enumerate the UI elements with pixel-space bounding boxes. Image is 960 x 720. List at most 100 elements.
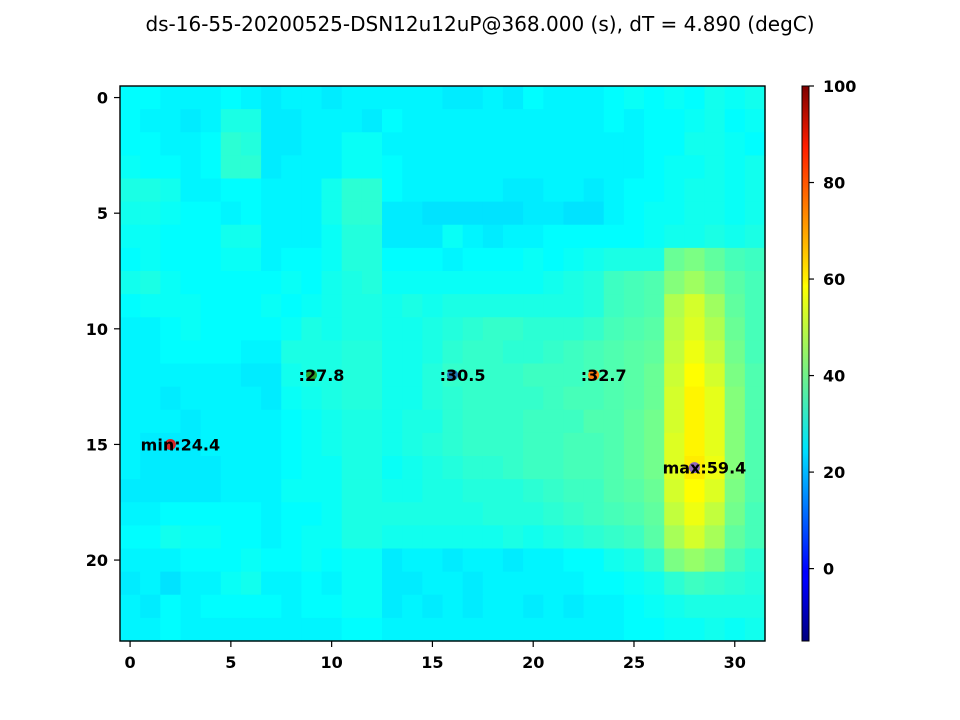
heatmap-cell xyxy=(704,294,726,318)
heatmap-cell xyxy=(543,271,565,295)
heatmap-cell xyxy=(442,479,464,503)
heatmap-cell xyxy=(442,271,464,295)
heatmap-cell xyxy=(684,178,706,203)
marker-label: :32.7 xyxy=(581,366,627,385)
heatmap-cell xyxy=(502,224,524,249)
heatmap-cell xyxy=(603,178,625,203)
heatmap-cell xyxy=(462,363,484,388)
heatmap-cell xyxy=(704,594,726,619)
heatmap-cell xyxy=(240,201,262,226)
heatmap-cell xyxy=(120,178,141,203)
heatmap-cell xyxy=(623,155,645,180)
heatmap-cell xyxy=(563,479,585,503)
heatmap-cell xyxy=(623,386,645,411)
heatmap-cell xyxy=(382,432,403,457)
heatmap-cell xyxy=(402,456,423,480)
heatmap-cell xyxy=(603,571,625,596)
heatmap-cell xyxy=(684,155,706,180)
heatmap-cell xyxy=(704,86,726,110)
heatmap-cell xyxy=(341,224,363,249)
colorbar xyxy=(801,85,810,642)
heatmap-cell xyxy=(664,132,685,156)
heatmap-cell xyxy=(180,155,202,180)
heatmap-cell xyxy=(180,132,202,156)
heatmap-cell xyxy=(583,271,605,295)
x-axis: 0 5 10 15 20 25 30 xyxy=(125,641,746,672)
heatmap-cell xyxy=(684,525,706,550)
heatmap-cell xyxy=(704,432,726,457)
y-tick-label: 0 xyxy=(97,89,108,108)
heatmap-cell xyxy=(361,386,383,411)
marker-point xyxy=(305,369,317,381)
colorbar-tick-label: 20 xyxy=(823,463,845,482)
heatmap-cell xyxy=(341,86,363,110)
heatmap-cell xyxy=(220,456,242,480)
heatmap-cell xyxy=(382,363,403,388)
heatmap-cell xyxy=(684,132,706,156)
heatmap-cell xyxy=(442,386,464,411)
heatmap-cell xyxy=(442,132,464,156)
heatmap-cell xyxy=(402,548,423,573)
heatmap-cell xyxy=(240,386,262,411)
heatmap-cell xyxy=(583,178,605,203)
heatmap-cell xyxy=(341,247,363,272)
heatmap-cell xyxy=(724,132,746,156)
heatmap-cell xyxy=(140,571,161,596)
heatmap-cell xyxy=(120,224,141,249)
heatmap-cell xyxy=(180,340,202,365)
heatmap-cell xyxy=(301,294,323,318)
heatmap-cell xyxy=(220,409,242,434)
heatmap-cell xyxy=(160,178,182,203)
heatmap-cell xyxy=(281,363,303,388)
heatmap-cell xyxy=(321,594,343,619)
heatmap-cell xyxy=(361,479,383,503)
heatmap-cell xyxy=(402,525,423,550)
heatmap-cell xyxy=(482,502,504,526)
heatmap-cell xyxy=(321,317,343,341)
heatmap-cell xyxy=(664,109,685,133)
heatmap-cell xyxy=(240,594,262,619)
heatmap-cell xyxy=(664,594,685,619)
heatmap-cell xyxy=(361,132,383,156)
heatmap-cell xyxy=(301,132,323,156)
heatmap-cell xyxy=(523,456,544,480)
heatmap-cell xyxy=(482,224,504,249)
heatmap-cell xyxy=(744,109,766,133)
heatmap-cell xyxy=(180,409,202,434)
heatmap-cell xyxy=(120,571,141,596)
colorbar-tick-label: 0 xyxy=(823,560,834,579)
heatmap-cell xyxy=(180,525,202,550)
heatmap-cell xyxy=(422,502,444,526)
heatmap-cell xyxy=(724,617,746,642)
heatmap-cell xyxy=(482,571,504,596)
heatmap-cell xyxy=(321,86,343,110)
heatmap-cell xyxy=(563,340,585,365)
heatmap-cell xyxy=(422,594,444,619)
heatmap-cell xyxy=(724,340,746,365)
heatmap-cell xyxy=(744,594,766,619)
heatmap-cell xyxy=(180,594,202,619)
heatmap-cell xyxy=(200,409,222,434)
heatmap-cell xyxy=(583,502,605,526)
heatmap-cell xyxy=(724,155,746,180)
heatmap-cell xyxy=(120,432,141,457)
heatmap-cell xyxy=(341,432,363,457)
heatmap-cell xyxy=(261,340,282,365)
heatmap-cell xyxy=(200,594,222,619)
heatmap-cell xyxy=(402,294,423,318)
heatmap-cell xyxy=(160,132,182,156)
heatmap-cell xyxy=(664,432,685,457)
heatmap-cell xyxy=(623,224,645,249)
heatmap-cell xyxy=(502,571,524,596)
heatmap-cell xyxy=(724,432,746,457)
heatmap-cell xyxy=(482,201,504,226)
heatmap-cell xyxy=(482,409,504,434)
heatmap-cell xyxy=(301,247,323,272)
heatmap-cell xyxy=(704,247,726,272)
heatmap-cell xyxy=(644,201,665,226)
heatmap-cell xyxy=(200,247,222,272)
heatmap-cell xyxy=(261,432,282,457)
heatmap-cell xyxy=(200,271,222,295)
heatmap-cell xyxy=(422,525,444,550)
heatmap-cell xyxy=(281,224,303,249)
